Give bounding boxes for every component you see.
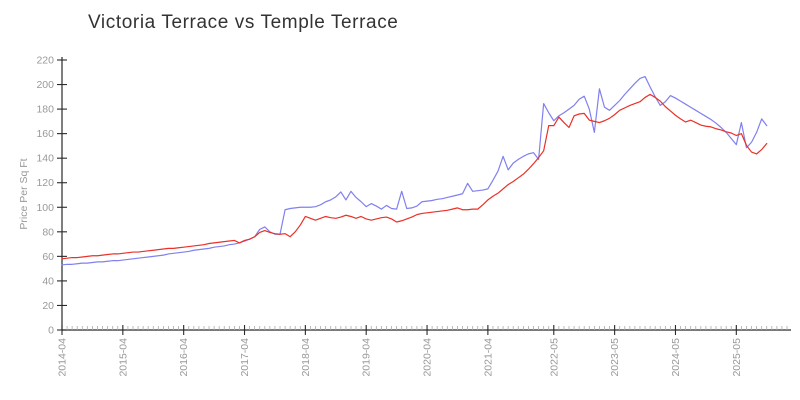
x-tick-label: 2025-05 xyxy=(731,338,743,377)
y-tick-label: 0 xyxy=(48,325,54,337)
y-axis-title: Price Per Sq Ft xyxy=(18,158,30,229)
x-tick-label: 2016-04 xyxy=(178,338,190,377)
victoria-terrace-line xyxy=(61,75,768,266)
x-tick-label: 2022-05 xyxy=(548,338,560,377)
y-tick-label: 140 xyxy=(36,153,54,165)
x-tick-label: 2015-04 xyxy=(117,338,129,377)
temple-terrace-line xyxy=(61,93,768,260)
y-tick-label: 220 xyxy=(36,55,54,67)
x-tick-label: 2023-05 xyxy=(609,338,621,377)
y-tick-label: 200 xyxy=(36,79,54,91)
y-tick-label: 160 xyxy=(36,128,54,140)
x-tick-label: 2018-04 xyxy=(300,338,312,377)
y-tick-label: 20 xyxy=(42,300,54,312)
x-tick-label: 2020-04 xyxy=(422,338,434,377)
x-tick-label: 2024-05 xyxy=(670,338,682,377)
y-tick-label: 80 xyxy=(42,226,54,238)
chart-title: Victoria Terrace vs Temple Terrace xyxy=(88,12,399,33)
x-tick-label: 2017-04 xyxy=(239,338,251,377)
y-tick-label: 60 xyxy=(42,251,54,263)
x-tick-label: 2014-04 xyxy=(57,338,69,377)
y-tick-label: 180 xyxy=(36,104,54,116)
y-tick-label: 100 xyxy=(36,202,54,214)
x-tick-label: 2021-04 xyxy=(482,338,494,377)
y-tick-label: 40 xyxy=(42,275,54,287)
y-tick-label: 120 xyxy=(36,177,54,189)
x-tick-label: 2019-04 xyxy=(361,338,373,377)
